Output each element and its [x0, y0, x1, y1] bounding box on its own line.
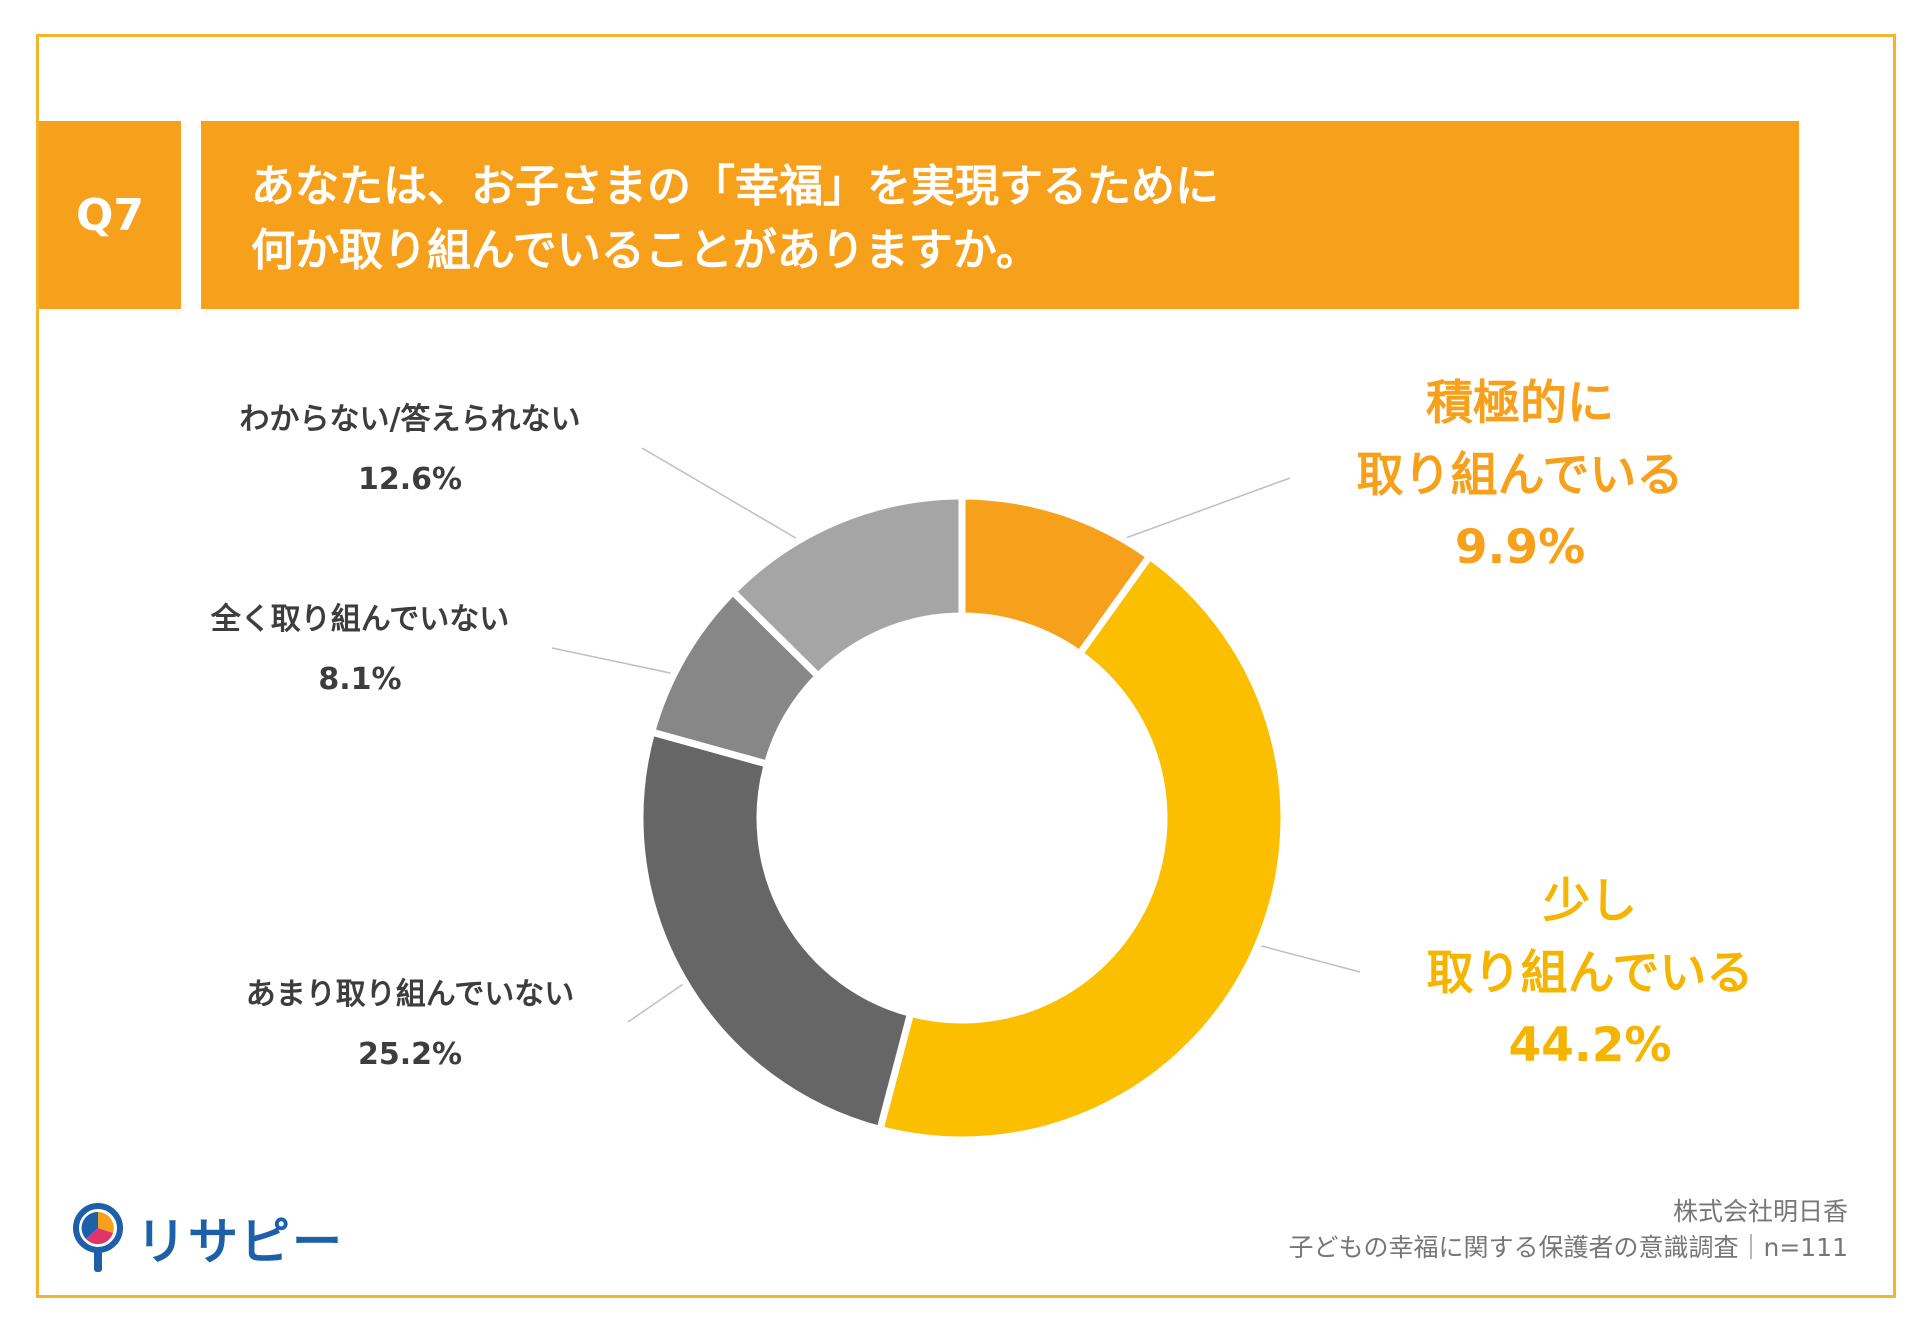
label-mattaku-value: 8.1% — [318, 662, 402, 697]
label-wakaranai: わからない/答えられない 12.6% — [210, 390, 610, 510]
label-amari-line-1: あまり取り組んでいない — [245, 977, 575, 1012]
label-wakaranai-line-1: わからない/答えられない — [239, 402, 581, 437]
footer-survey: 子どもの幸福に関する保護者の意識調査｜n=111 — [1288, 1233, 1848, 1262]
label-sekkyokuteki-line-1: 積極的に — [1426, 376, 1614, 431]
label-sekkyokuteki-line-2: 取り組んでいる — [1356, 448, 1684, 503]
footer-source: 株式会社明日香 子どもの幸福に関する保護者の意識調査｜n=111 — [1288, 1194, 1848, 1266]
footer-company: 株式会社明日香 — [1672, 1197, 1848, 1226]
donut-slice-sukoshi — [875, 551, 1288, 1144]
label-sukoshi-value: 44.2% — [1508, 1018, 1672, 1073]
risapi-logo: リサピー — [70, 1200, 344, 1276]
label-amari-value: 25.2% — [357, 1037, 463, 1072]
label-wakaranai-value: 12.6% — [357, 462, 463, 497]
chart-frame: Q7 あなたは、お子さまの「幸福」を実現するために 何か取り組んでいることがあり… — [36, 34, 1896, 1298]
label-sukoshi-line-1: 少し — [1543, 874, 1637, 929]
question-title: あなたは、お子さまの「幸福」を実現するために 何か取り組んでいることがありますか… — [201, 121, 1799, 309]
label-mattaku-line-1: 全く取り組んでいない — [210, 602, 510, 637]
question-title-line-1: あなたは、お子さまの「幸福」を実現するために — [251, 161, 1219, 212]
label-sekkyokuteki: 積極的に 取り組んでいる 9.9% — [1320, 368, 1720, 584]
label-sukoshi-line-2: 取り組んでいる — [1426, 946, 1754, 1001]
logo-pin-icon — [73, 1203, 123, 1272]
question-title-line-2: 何か取り組んでいることがありますか。 — [251, 225, 1040, 276]
donut-slice-amari — [636, 727, 915, 1134]
label-mattaku: 全く取り組んでいない 8.1% — [160, 590, 560, 710]
logo-text: リサピー — [136, 1213, 344, 1271]
question-number-badge: Q7 — [39, 121, 181, 309]
label-sekkyokuteki-value: 9.9% — [1454, 520, 1586, 575]
donut-slice-wakaranai — [727, 492, 966, 682]
label-amari: あまり取り組んでいない 25.2% — [210, 965, 610, 1085]
label-sukoshi: 少し 取り組んでいる 44.2% — [1390, 866, 1790, 1082]
